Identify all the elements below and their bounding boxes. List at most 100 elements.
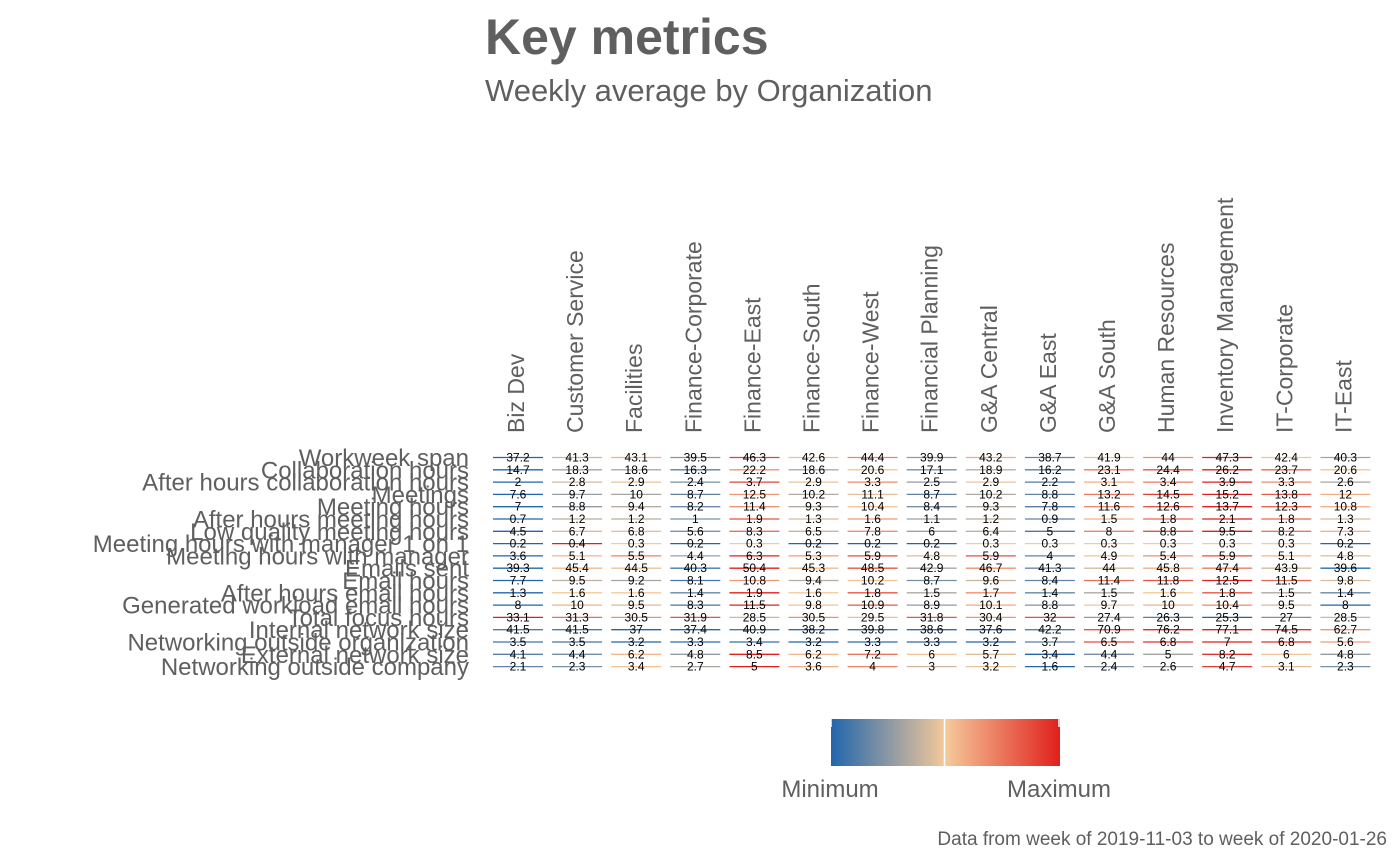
heatmap-cell-value: 1.4 [1042, 586, 1059, 600]
heatmap-cell-value: 0.2 [510, 537, 527, 551]
heatmap-cell-value: 1.9 [746, 512, 763, 526]
heatmap-cell-value: 38.6 [920, 623, 944, 637]
heatmap-cell-value: 8.8 [1160, 524, 1177, 538]
row-label: Meetings [372, 482, 469, 509]
heatmap-cell-value: 8.2 [687, 500, 704, 514]
heatmap-cell-value: 6.5 [1101, 635, 1118, 649]
heatmap-cell-value: 32 [1043, 610, 1057, 624]
heatmap-cell-value: 0.3 [746, 537, 763, 551]
heatmap-cell-value: 6.8 [1278, 635, 1295, 649]
color-legend: Minimum Maximum [781, 719, 1111, 803]
heatmap-cell-value: 42.2 [1038, 623, 1062, 637]
heatmap-cell-value: 3.2 [982, 660, 999, 674]
heatmap-cell-value: 9.6 [982, 574, 999, 588]
heatmap-cell-value: 1.6 [1160, 586, 1177, 600]
heatmap-cell-value: 10.8 [1334, 500, 1358, 514]
heatmap-cell-value: 9.2 [628, 574, 645, 588]
heatmap-cell-value: 18.6 [625, 463, 649, 477]
chart-title: Key metrics [485, 9, 769, 65]
heatmap-cell-value: 1.6 [864, 512, 881, 526]
heatmap-cell-value: 23.7 [1275, 463, 1299, 477]
heatmap-cell-value: 1.5 [1101, 512, 1118, 526]
heatmap-cell-value: 26.3 [1156, 610, 1180, 624]
heatmap-cell-value: 1.8 [864, 586, 881, 600]
heatmap-cell-value: 6.7 [569, 524, 586, 538]
heatmap-cell-value: 3.5 [569, 635, 586, 649]
heatmap-cell-value: 1.9 [746, 586, 763, 600]
column-label: Finance-East [739, 297, 765, 433]
heatmap-cell-value: 1.6 [1042, 660, 1059, 674]
heatmap-cell-value: 37.4 [684, 623, 708, 637]
heatmap-cell-value: 10 [570, 598, 584, 612]
heatmap-cell-value: 9.8 [1337, 574, 1354, 588]
row-label: Meeting hours with manager [166, 543, 469, 570]
heatmap-cell-value: 9.7 [569, 487, 586, 501]
heatmap-cell-value: 0.3 [1160, 537, 1177, 551]
heatmap-cell-value: 8.3 [746, 524, 763, 538]
heatmap-cell-value: 2.7 [687, 660, 704, 674]
heatmap-cell-value: 33.1 [506, 610, 530, 624]
heatmap-cell-value: 7.8 [1042, 500, 1059, 514]
heatmap-cell-value: 43.9 [1275, 561, 1299, 575]
heatmap-cell-value: 0.2 [864, 537, 881, 551]
heatmap-cell-value: 70.9 [1097, 623, 1121, 637]
heatmap-cell-value: 46.3 [743, 451, 767, 465]
heatmap-cell-value: 4 [869, 660, 876, 674]
heatmap-cell-value: 8 [1342, 598, 1349, 612]
heatmap-cell-value: 11.8 [1157, 574, 1180, 588]
column-label: G&A East [1035, 333, 1061, 433]
heatmap-cell-value: 30.5 [802, 610, 826, 624]
heatmap-cell-value: 12.3 [1275, 500, 1299, 514]
heatmap-cell-value: 2.1 [510, 660, 527, 674]
column-label: Human Resources [1153, 243, 1179, 433]
heatmap-cell-value: 38.7 [1038, 451, 1062, 465]
heatmap-cell-value: 47.4 [1216, 561, 1240, 575]
heatmap-cell-value: 8.4 [923, 500, 940, 514]
heatmap-cell-value: 6.2 [805, 647, 822, 661]
heatmap-cell-value: 1.8 [1278, 512, 1295, 526]
heatmap-cell-value: 15.2 [1216, 487, 1240, 501]
heatmap-cell-value: 8.8 [569, 500, 586, 514]
heatmap-cell-value: 43.2 [979, 451, 1003, 465]
heatmap-cell-value: 39.9 [920, 451, 944, 465]
heatmap-cell-value: 2.9 [982, 475, 999, 489]
legend-max-label: Maximum [1007, 776, 1111, 803]
row-label: Meeting hours [317, 494, 469, 521]
column-label: Finance-Corporate [680, 241, 706, 433]
heatmap-cell-value: 12.5 [1216, 574, 1240, 588]
heatmap-cell-value: 5 [751, 660, 758, 674]
heatmap-cell-value: 2.3 [569, 660, 586, 674]
heatmap-cell-value: 9.5 [628, 598, 645, 612]
heatmap-cell-value: 1.3 [510, 586, 527, 600]
heatmap-cell-value: 41.5 [565, 623, 589, 637]
heatmap-cell-value: 37.2 [506, 451, 530, 465]
heatmap-cell-value: 11.4 [743, 500, 766, 514]
heatmap-cell-value: 7.3 [1337, 524, 1354, 538]
heatmap-cell-value: 4.8 [1337, 647, 1354, 661]
row-label: Meeting hours with manager 1 on 1 [93, 531, 469, 558]
heatmap-cell-value: 3.7 [746, 475, 763, 489]
heatmap-cell-value: 11.1 [861, 487, 884, 501]
heatmap-cell-value: 1.5 [923, 586, 940, 600]
heatmap-cell-value: 1.4 [1337, 586, 1354, 600]
heatmap-cell-value: 6.8 [628, 524, 645, 538]
heatmap-cell-value: 5.9 [864, 549, 881, 563]
heatmap-cell-value: 1 [692, 512, 699, 526]
heatmap-cell-value: 13.8 [1275, 487, 1299, 501]
heatmap-cell-value: 6 [928, 647, 935, 661]
row-label: Networking outside organization [127, 630, 469, 657]
heatmap-cell-value: 42.4 [1275, 451, 1299, 465]
heatmap-cell-value: 20.6 [861, 463, 885, 477]
heatmap-cell-value: 43.1 [625, 451, 649, 465]
row-label: Total focus hours [288, 605, 469, 632]
heatmap-cell-value: 5.9 [1219, 549, 1236, 563]
heatmap-cell-value: 76.2 [1156, 623, 1180, 637]
heatmap-cell-value: 4.5 [510, 524, 527, 538]
heatmap-cell-value: 27 [1280, 610, 1294, 624]
heatmap-cells: 37.2 41.3 43.1 39.5 46.3 42.6 44.4 39.9 43.2 38.7… [493, 451, 1371, 674]
heatmap-cell-value: 29.5 [861, 610, 885, 624]
heatmap-cell-value: 45.8 [1156, 561, 1180, 575]
heatmap-cell-value: 28.5 [743, 610, 767, 624]
heatmap-cell-value: 31.3 [565, 610, 589, 624]
heatmap-cell-value: 4.4 [687, 549, 704, 563]
